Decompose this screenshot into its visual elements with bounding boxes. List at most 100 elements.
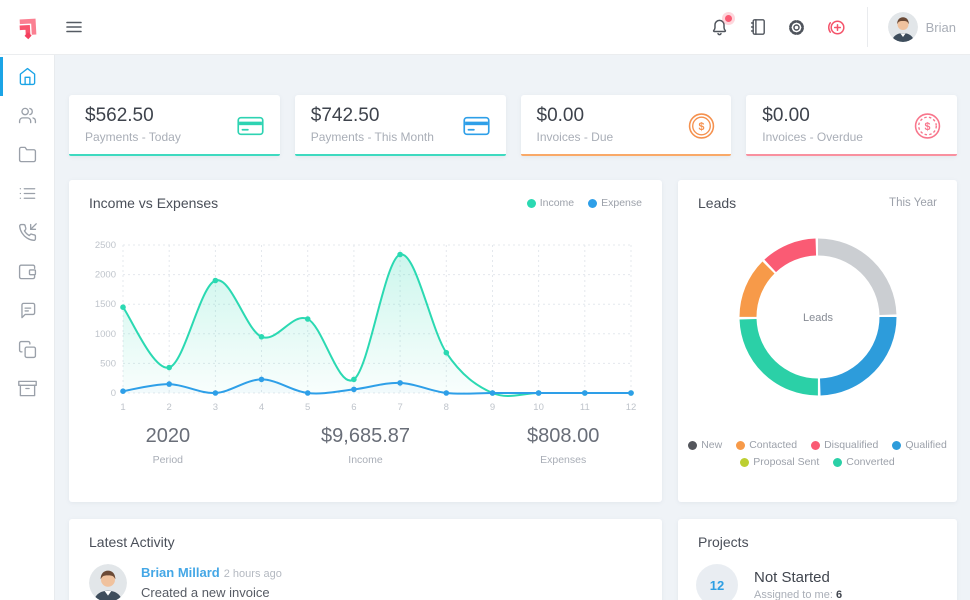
stat-card-payments-month[interactable]: $742.50 Payments - This Month [294,95,506,156]
sidebar-item-folders[interactable] [0,135,54,174]
activity-user-link[interactable]: Brian Millard [141,565,220,580]
chart-summary-row: 2020 Period $9,685.87 Income $808.00 Exp… [69,425,662,466]
wallet-icon [18,262,37,281]
sidebar-item-dashboard[interactable] [0,57,54,96]
activity-timestamp: 2 hours ago [223,568,282,580]
svg-text:2: 2 [167,402,172,413]
activity-list-item[interactable]: Brian Millard 2 hours ago Created a new i… [69,550,662,600]
leads-legend-item[interactable]: New [688,439,722,451]
brand-icon [15,14,41,40]
journal-button[interactable] [748,17,768,37]
app-header: Brian [0,0,970,55]
stat-label: Invoices - Due [536,130,614,144]
svg-text:$: $ [699,120,705,132]
leads-period-label: This Year [889,197,937,209]
stat-card-payments-today[interactable]: $562.50 Payments - Today [69,95,280,156]
svg-text:5: 5 [305,402,310,413]
quick-add-button[interactable] [825,17,847,38]
sidebar-item-lists[interactable] [0,174,54,213]
stat-amount: $562.50 [85,105,154,126]
list-icon [18,184,37,203]
activity-content: Brian Millard 2 hours ago Created a new i… [141,564,282,600]
sidebar-item-messages[interactable] [0,291,54,330]
stat-card-invoices-due[interactable]: $0.00 Invoices - Due $ [520,95,732,156]
card-accent-bar [294,154,506,156]
project-assigned-count: 6 [835,589,843,600]
legend-dot [688,440,698,450]
income-expenses-panel: Income vs Expenses Income Expense 0 500 10… [69,180,662,502]
notifications-button[interactable] [709,14,732,38]
svg-text:$: $ [925,120,931,132]
svg-text:1500: 1500 [95,299,116,310]
svg-text:9: 9 [490,402,495,413]
credit-card-icon [237,114,264,137]
settings-button[interactable] [786,17,807,38]
leads-title: Leads [698,195,737,211]
menu-toggle-button[interactable] [64,17,84,37]
svg-text:12: 12 [626,402,637,413]
projects-panel: Projects 12 Not Started Assigned to me: … [678,519,957,600]
stat-amount: $0.00 [762,105,810,126]
user-name: Brian [925,19,956,35]
sidebar [0,55,55,600]
sidebar-item-calls[interactable] [0,213,54,252]
svg-text:1000: 1000 [95,329,116,340]
svg-text:11: 11 [580,402,590,413]
sidebar-item-payments[interactable] [0,252,54,291]
copy-documents-icon [18,340,37,359]
legend-dot [736,440,746,450]
leads-legend-item[interactable]: Qualified [892,439,947,451]
stat-amount: $742.50 [310,105,380,126]
bottom-row: Latest Activity [69,519,957,600]
svg-text:2000: 2000 [95,270,116,281]
activity-description: Created a new invoice [141,585,270,600]
project-status-name: Not Started [754,569,830,586]
folder-icon [18,145,37,164]
income-legend-dot [526,198,536,208]
hamburger-icon [64,17,84,37]
leads-donut-chart[interactable]: Leads [678,233,957,401]
legend-item-expense[interactable]: Expense [588,197,642,209]
user-menu[interactable]: Brian [887,12,956,42]
project-count-badge: 12 [696,564,738,600]
bell-icon [709,17,730,38]
svg-text:7: 7 [397,402,402,413]
income-expenses-title: Income vs Expenses [89,195,219,211]
app-logo[interactable] [0,0,55,54]
user-avatar [887,12,918,42]
leads-legend-item[interactable]: Contacted [736,439,797,451]
legend-item-income[interactable]: Income [526,197,574,209]
add-circle-icon [825,17,847,38]
legend-dot [833,457,843,467]
expense-legend-dot [588,198,598,208]
coin-dollar-icon: $ [688,112,715,139]
card-accent-bar [520,154,732,156]
home-icon [18,67,37,86]
svg-text:3: 3 [213,402,218,413]
notification-badge [724,14,732,22]
leads-legend-item[interactable]: Converted [833,456,895,468]
sidebar-item-documents[interactable] [0,330,54,369]
sidebar-item-contacts[interactable] [0,96,54,135]
latest-activity-panel: Latest Activity [69,519,662,600]
card-accent-bar [69,154,280,156]
main-content: $562.50 Payments - Today $742.50 Payment… [55,55,970,600]
stat-cards-row: $562.50 Payments - Today $742.50 Payment… [69,95,957,156]
svg-text:4: 4 [259,402,264,413]
svg-text:2500: 2500 [95,240,116,251]
stat-card-invoices-overdue[interactable]: $0.00 Invoices - Overdue $ [746,95,957,156]
leads-legend-item[interactable]: Proposal Sent [740,456,819,468]
project-list-item[interactable]: 12 Not Started Assigned to me: 6 [678,550,957,600]
legend-dot [811,440,821,450]
svg-text:500: 500 [100,358,116,369]
legend-dot [892,440,902,450]
latest-activity-title: Latest Activity [89,534,175,550]
leads-legend-item[interactable]: Disqualified [811,439,878,451]
leads-legend: New Contacted Disqualified Qualified Proposa… [682,439,954,468]
users-icon [18,106,37,125]
phone-incoming-icon [18,223,37,242]
card-accent-bar [746,154,957,156]
leads-panel: Leads This Year Leads New Contacted Disqua… [678,180,957,502]
income-expenses-chart[interactable]: 0 500 1000 1500 2000 2500 1 2 3 4 5 6 7 8 9 10 11 12 [83,219,662,417]
sidebar-item-archive[interactable] [0,369,54,408]
